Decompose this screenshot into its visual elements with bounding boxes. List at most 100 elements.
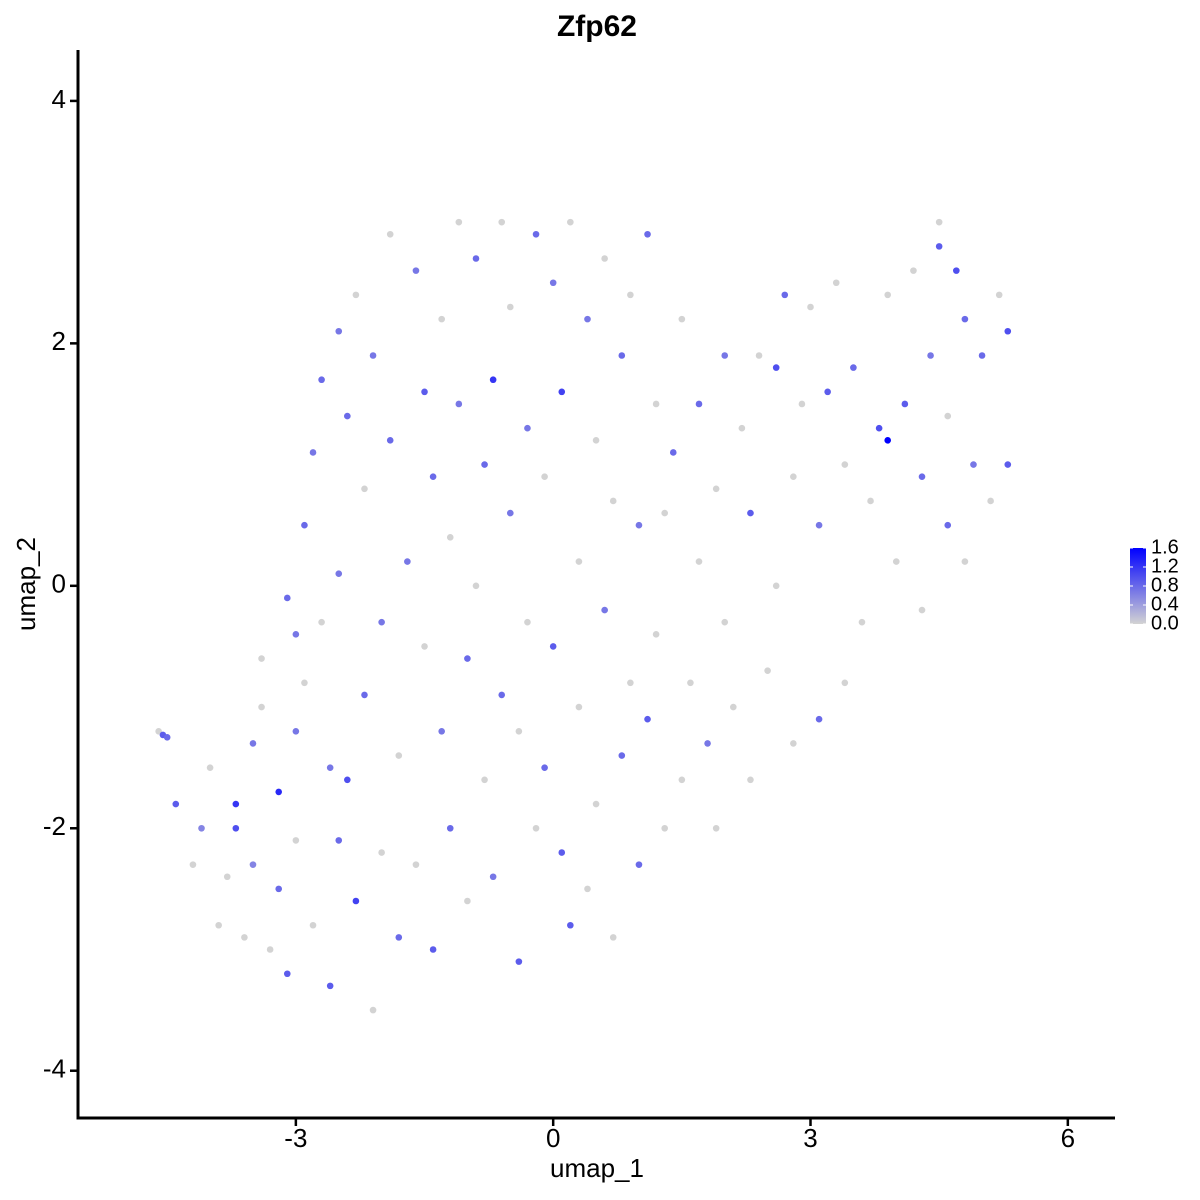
cell-point: [309, 449, 317, 456]
cell-point: [524, 424, 531, 432]
cell-point: [755, 352, 763, 359]
cell-point: [292, 727, 300, 735]
cell-point: [790, 473, 797, 481]
cell-point: [412, 267, 420, 274]
cell-point: [232, 800, 240, 808]
cell-point: [189, 861, 197, 868]
cell-point: [275, 885, 283, 893]
cell-point: [446, 534, 454, 541]
x-tick-label: 6: [1061, 1123, 1075, 1153]
cell-point: [386, 230, 394, 238]
cell-point: [455, 218, 463, 226]
cell-point: [481, 776, 488, 784]
cell-point: [258, 655, 265, 662]
cell-point: [601, 606, 608, 614]
cell-point: [275, 788, 283, 796]
cell-point: [292, 837, 300, 844]
cell-point: [567, 218, 574, 226]
cell-point: [730, 703, 737, 711]
cell-point: [429, 946, 437, 953]
cell-point: [335, 837, 343, 844]
cell-point: [815, 715, 823, 723]
cell-point: [335, 570, 343, 577]
cell-point: [344, 412, 351, 420]
cell-point: [455, 400, 463, 408]
cell-point: [489, 873, 497, 881]
cell-point: [592, 437, 600, 444]
cell-point: [592, 800, 600, 808]
cell-point: [807, 303, 814, 311]
cell-point: [266, 946, 274, 953]
x-tick-label: 3: [803, 1123, 817, 1153]
cell-point: [747, 509, 754, 517]
cell-point: [618, 352, 626, 359]
cell-point: [652, 400, 660, 408]
cell-point: [661, 509, 668, 517]
cell-point: [506, 303, 514, 311]
color-bar: [1130, 548, 1146, 624]
cell-point: [558, 849, 566, 856]
cell-point: [567, 921, 574, 929]
cell-point: [704, 740, 711, 747]
cell-point: [352, 897, 360, 905]
cell-point: [429, 473, 437, 481]
cell-point: [361, 485, 368, 493]
cell-point: [935, 243, 943, 250]
cell-point: [464, 655, 471, 662]
cell-point: [258, 703, 265, 711]
y-axis-label: umap_2: [11, 537, 41, 631]
cell-point: [361, 691, 368, 699]
cell-point: [884, 437, 892, 444]
cell-point: [901, 400, 909, 408]
y-tick-label: -4: [43, 1054, 66, 1084]
cell-point: [283, 970, 291, 978]
color-tick-label: 1.6: [1151, 536, 1179, 558]
cell-point: [326, 764, 334, 771]
cell-point: [198, 824, 205, 832]
cell-point: [627, 679, 634, 687]
cell-point: [472, 582, 480, 590]
cell-point: [549, 279, 557, 287]
cell-point: [1004, 461, 1012, 468]
cell-point: [172, 800, 180, 808]
cell-point: [815, 521, 823, 529]
cell-point: [532, 824, 540, 832]
cell-point: [541, 764, 548, 771]
color-tick-label: 0.0: [1151, 612, 1179, 634]
cell-point: [395, 934, 403, 941]
cell-point: [498, 691, 506, 699]
cell-point: [987, 497, 994, 505]
cell-point: [489, 376, 497, 384]
cell-point: [652, 631, 660, 638]
cell-point: [318, 376, 325, 384]
color-tick-label: 0.8: [1151, 574, 1179, 596]
cell-point: [944, 521, 952, 529]
cell-point: [627, 291, 634, 299]
cell-point: [223, 873, 231, 881]
cell-point: [927, 352, 934, 359]
cell-point: [635, 861, 643, 868]
cell-point: [283, 594, 291, 602]
chart-title: Zfp62: [557, 10, 637, 43]
cell-point: [309, 921, 317, 929]
cell-point: [695, 558, 703, 565]
y-tick-label: 0: [52, 569, 66, 599]
cell-point: [249, 740, 257, 747]
cell-point: [326, 982, 334, 990]
cell-point: [824, 388, 831, 396]
cell-point: [892, 558, 900, 565]
x-axis-label: umap_1: [550, 1153, 644, 1183]
cell-point: [558, 388, 566, 396]
cell-point: [472, 255, 480, 262]
cell-point: [944, 412, 952, 420]
cell-point: [524, 618, 531, 626]
cell-point: [687, 679, 694, 687]
cell-point: [609, 934, 617, 941]
cell-point: [515, 958, 523, 965]
cell-point: [841, 461, 849, 468]
cell-point: [961, 315, 969, 323]
cell-point: [867, 497, 874, 505]
cell-point: [378, 618, 385, 626]
cell-point: [618, 752, 626, 759]
